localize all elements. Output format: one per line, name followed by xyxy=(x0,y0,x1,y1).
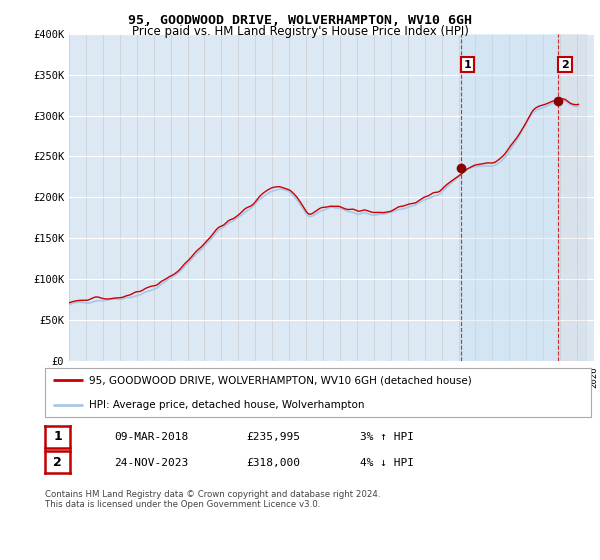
Text: 1: 1 xyxy=(464,60,472,70)
Text: 24-NOV-2023: 24-NOV-2023 xyxy=(114,458,188,468)
Text: HPI: Average price, detached house, Wolverhampton: HPI: Average price, detached house, Wolv… xyxy=(89,400,364,410)
Text: 2: 2 xyxy=(53,455,62,469)
Text: 95, GOODWOOD DRIVE, WOLVERHAMPTON, WV10 6GH: 95, GOODWOOD DRIVE, WOLVERHAMPTON, WV10 … xyxy=(128,14,472,27)
Text: £235,995: £235,995 xyxy=(246,432,300,442)
Bar xyxy=(559,34,586,361)
Text: Price paid vs. HM Land Registry's House Price Index (HPI): Price paid vs. HM Land Registry's House … xyxy=(131,25,469,38)
Text: Contains HM Land Registry data © Crown copyright and database right 2024.
This d: Contains HM Land Registry data © Crown c… xyxy=(45,490,380,510)
Text: 1: 1 xyxy=(53,430,62,444)
Text: 4% ↓ HPI: 4% ↓ HPI xyxy=(360,458,414,468)
Text: 95, GOODWOOD DRIVE, WOLVERHAMPTON, WV10 6GH (detached house): 95, GOODWOOD DRIVE, WOLVERHAMPTON, WV10 … xyxy=(89,375,472,385)
Text: £318,000: £318,000 xyxy=(246,458,300,468)
Text: 3% ↑ HPI: 3% ↑ HPI xyxy=(360,432,414,442)
Text: 09-MAR-2018: 09-MAR-2018 xyxy=(114,432,188,442)
Bar xyxy=(559,34,586,361)
Text: 2: 2 xyxy=(561,60,569,70)
Bar xyxy=(461,34,559,361)
